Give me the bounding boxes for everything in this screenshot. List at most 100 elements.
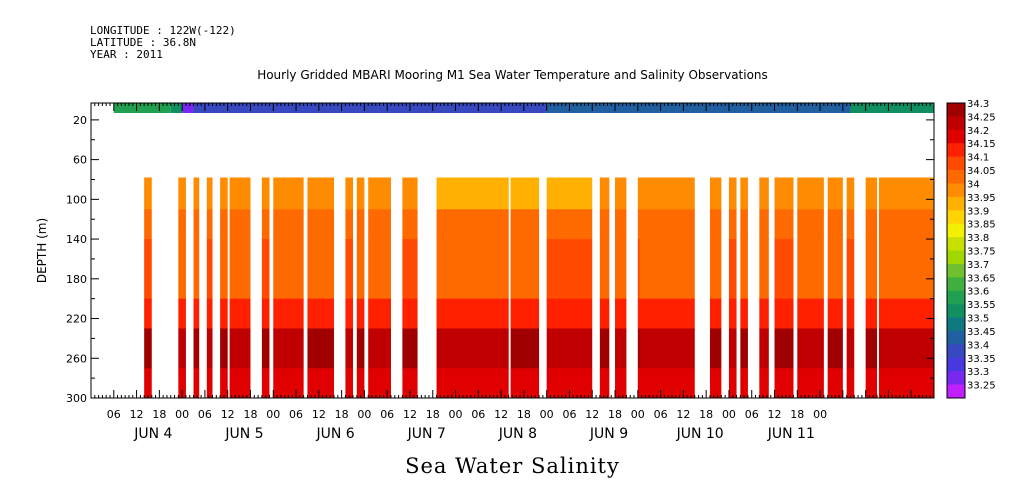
colorbar-label: 33.6 bbox=[967, 287, 989, 298]
profile-layer bbox=[827, 177, 843, 210]
y-tick-label: 140 bbox=[66, 233, 87, 246]
colorbar-cell bbox=[947, 290, 965, 305]
profile-layer bbox=[206, 298, 213, 329]
profile-layer bbox=[144, 177, 152, 210]
profile-layer bbox=[709, 239, 722, 300]
colorbar-label: 33.75 bbox=[967, 247, 996, 258]
profile-column bbox=[178, 177, 186, 399]
profile-column bbox=[193, 177, 200, 399]
profile-layer bbox=[740, 177, 748, 210]
profile-layer bbox=[599, 368, 610, 399]
profile-column bbox=[220, 177, 228, 399]
profile-layer bbox=[546, 177, 593, 210]
profile-layer bbox=[206, 177, 213, 210]
profile-layer bbox=[229, 177, 251, 210]
y-tick-label: 260 bbox=[66, 352, 87, 365]
profile-column bbox=[774, 177, 794, 399]
profile-layer bbox=[510, 368, 540, 399]
profile-layer bbox=[206, 328, 213, 369]
y-tick-label: 300 bbox=[66, 392, 87, 405]
x-hour-label: 06 bbox=[471, 408, 485, 421]
profile-column bbox=[728, 177, 737, 399]
profile-layer bbox=[639, 298, 695, 329]
profile-layer bbox=[797, 298, 824, 329]
profile-column bbox=[546, 177, 593, 399]
x-hour-label: 12 bbox=[494, 408, 508, 421]
profile-column bbox=[307, 177, 335, 399]
profile-column bbox=[402, 177, 418, 399]
profile-layer bbox=[220, 298, 228, 329]
profile-layer bbox=[639, 177, 695, 210]
profile-layer bbox=[193, 298, 200, 329]
profile-layer bbox=[436, 177, 509, 210]
profile-layer bbox=[728, 368, 737, 399]
profile-layer bbox=[345, 239, 354, 300]
x-day-label: JUN 10 bbox=[676, 426, 724, 442]
profile-layer bbox=[368, 328, 391, 369]
profile-layer bbox=[827, 368, 843, 399]
colorbar-label: 33.55 bbox=[967, 300, 996, 311]
profile-layer bbox=[639, 239, 695, 300]
profile-layer bbox=[878, 328, 934, 369]
colorbar-cell bbox=[947, 357, 965, 372]
profile-column bbox=[827, 177, 843, 399]
profile-layer bbox=[261, 177, 270, 210]
profile-layer bbox=[206, 239, 213, 300]
x-hour-label: 18 bbox=[243, 408, 257, 421]
x-hour-label: 18 bbox=[608, 408, 622, 421]
profile-layer bbox=[759, 368, 769, 399]
profile-layer bbox=[144, 298, 152, 329]
profile-layer bbox=[178, 328, 186, 369]
profile-layer bbox=[846, 368, 855, 399]
surface-band-segment bbox=[193, 103, 547, 113]
x-day-label: JUN 7 bbox=[407, 426, 446, 442]
profile-column bbox=[356, 177, 365, 399]
profile-layer bbox=[599, 298, 610, 329]
profile-column bbox=[144, 177, 152, 399]
profile-column bbox=[345, 177, 354, 399]
profile-layer bbox=[759, 209, 769, 240]
x-day-label: JUN 5 bbox=[224, 426, 263, 442]
profile-column bbox=[846, 177, 855, 399]
colorbar: 34.3 34.25 34.2 34.15 34.1 34.05 34 33.95 33.9 33… bbox=[946, 99, 996, 399]
longitude-label: LONGITUDE : 122W(-122) bbox=[90, 24, 236, 37]
profile-layer bbox=[599, 239, 610, 300]
profile-layer bbox=[220, 239, 228, 300]
profile-layer bbox=[827, 239, 843, 300]
colorbar-label: 33.4 bbox=[967, 340, 989, 351]
colorbar-cell bbox=[947, 304, 965, 318]
profile-layer bbox=[510, 177, 540, 210]
profile-layer bbox=[144, 368, 152, 399]
profile-layer bbox=[345, 328, 354, 369]
profile-column bbox=[206, 177, 213, 399]
profile-layer bbox=[436, 298, 509, 329]
colorbar-cell bbox=[947, 371, 965, 385]
profile-layer bbox=[510, 239, 540, 300]
profile-layer bbox=[273, 177, 304, 210]
profile-layer bbox=[368, 209, 391, 240]
profile-layer bbox=[402, 368, 418, 399]
profile-layer bbox=[261, 368, 270, 399]
profile-layer bbox=[229, 298, 251, 329]
chart-title: Hourly Gridded MBARI Mooring M1 Sea Wate… bbox=[257, 68, 768, 82]
x-hour-label: 18 bbox=[426, 408, 440, 421]
profile-column bbox=[273, 177, 304, 399]
profile-layer bbox=[436, 328, 509, 369]
profile-layer bbox=[599, 328, 610, 369]
profile-column bbox=[865, 177, 878, 399]
profile-layer bbox=[615, 177, 627, 210]
colorbar-label: 33.7 bbox=[967, 260, 989, 271]
profile-layer bbox=[740, 239, 748, 300]
y-tick-label: 60 bbox=[73, 154, 87, 167]
colorbar-label: 34.25 bbox=[967, 112, 996, 123]
colorbar-cell bbox=[947, 263, 965, 278]
x-hour-label: 12 bbox=[585, 408, 599, 421]
x-hour-label: 00 bbox=[357, 408, 371, 421]
x-hour-label: 12 bbox=[221, 408, 235, 421]
profile-layer bbox=[599, 177, 610, 210]
profile-layer bbox=[436, 368, 509, 399]
profile-layer bbox=[774, 239, 794, 300]
profile-column bbox=[229, 177, 251, 399]
x-hour-label: 18 bbox=[790, 408, 804, 421]
colorbar-label: 33.45 bbox=[967, 327, 996, 338]
